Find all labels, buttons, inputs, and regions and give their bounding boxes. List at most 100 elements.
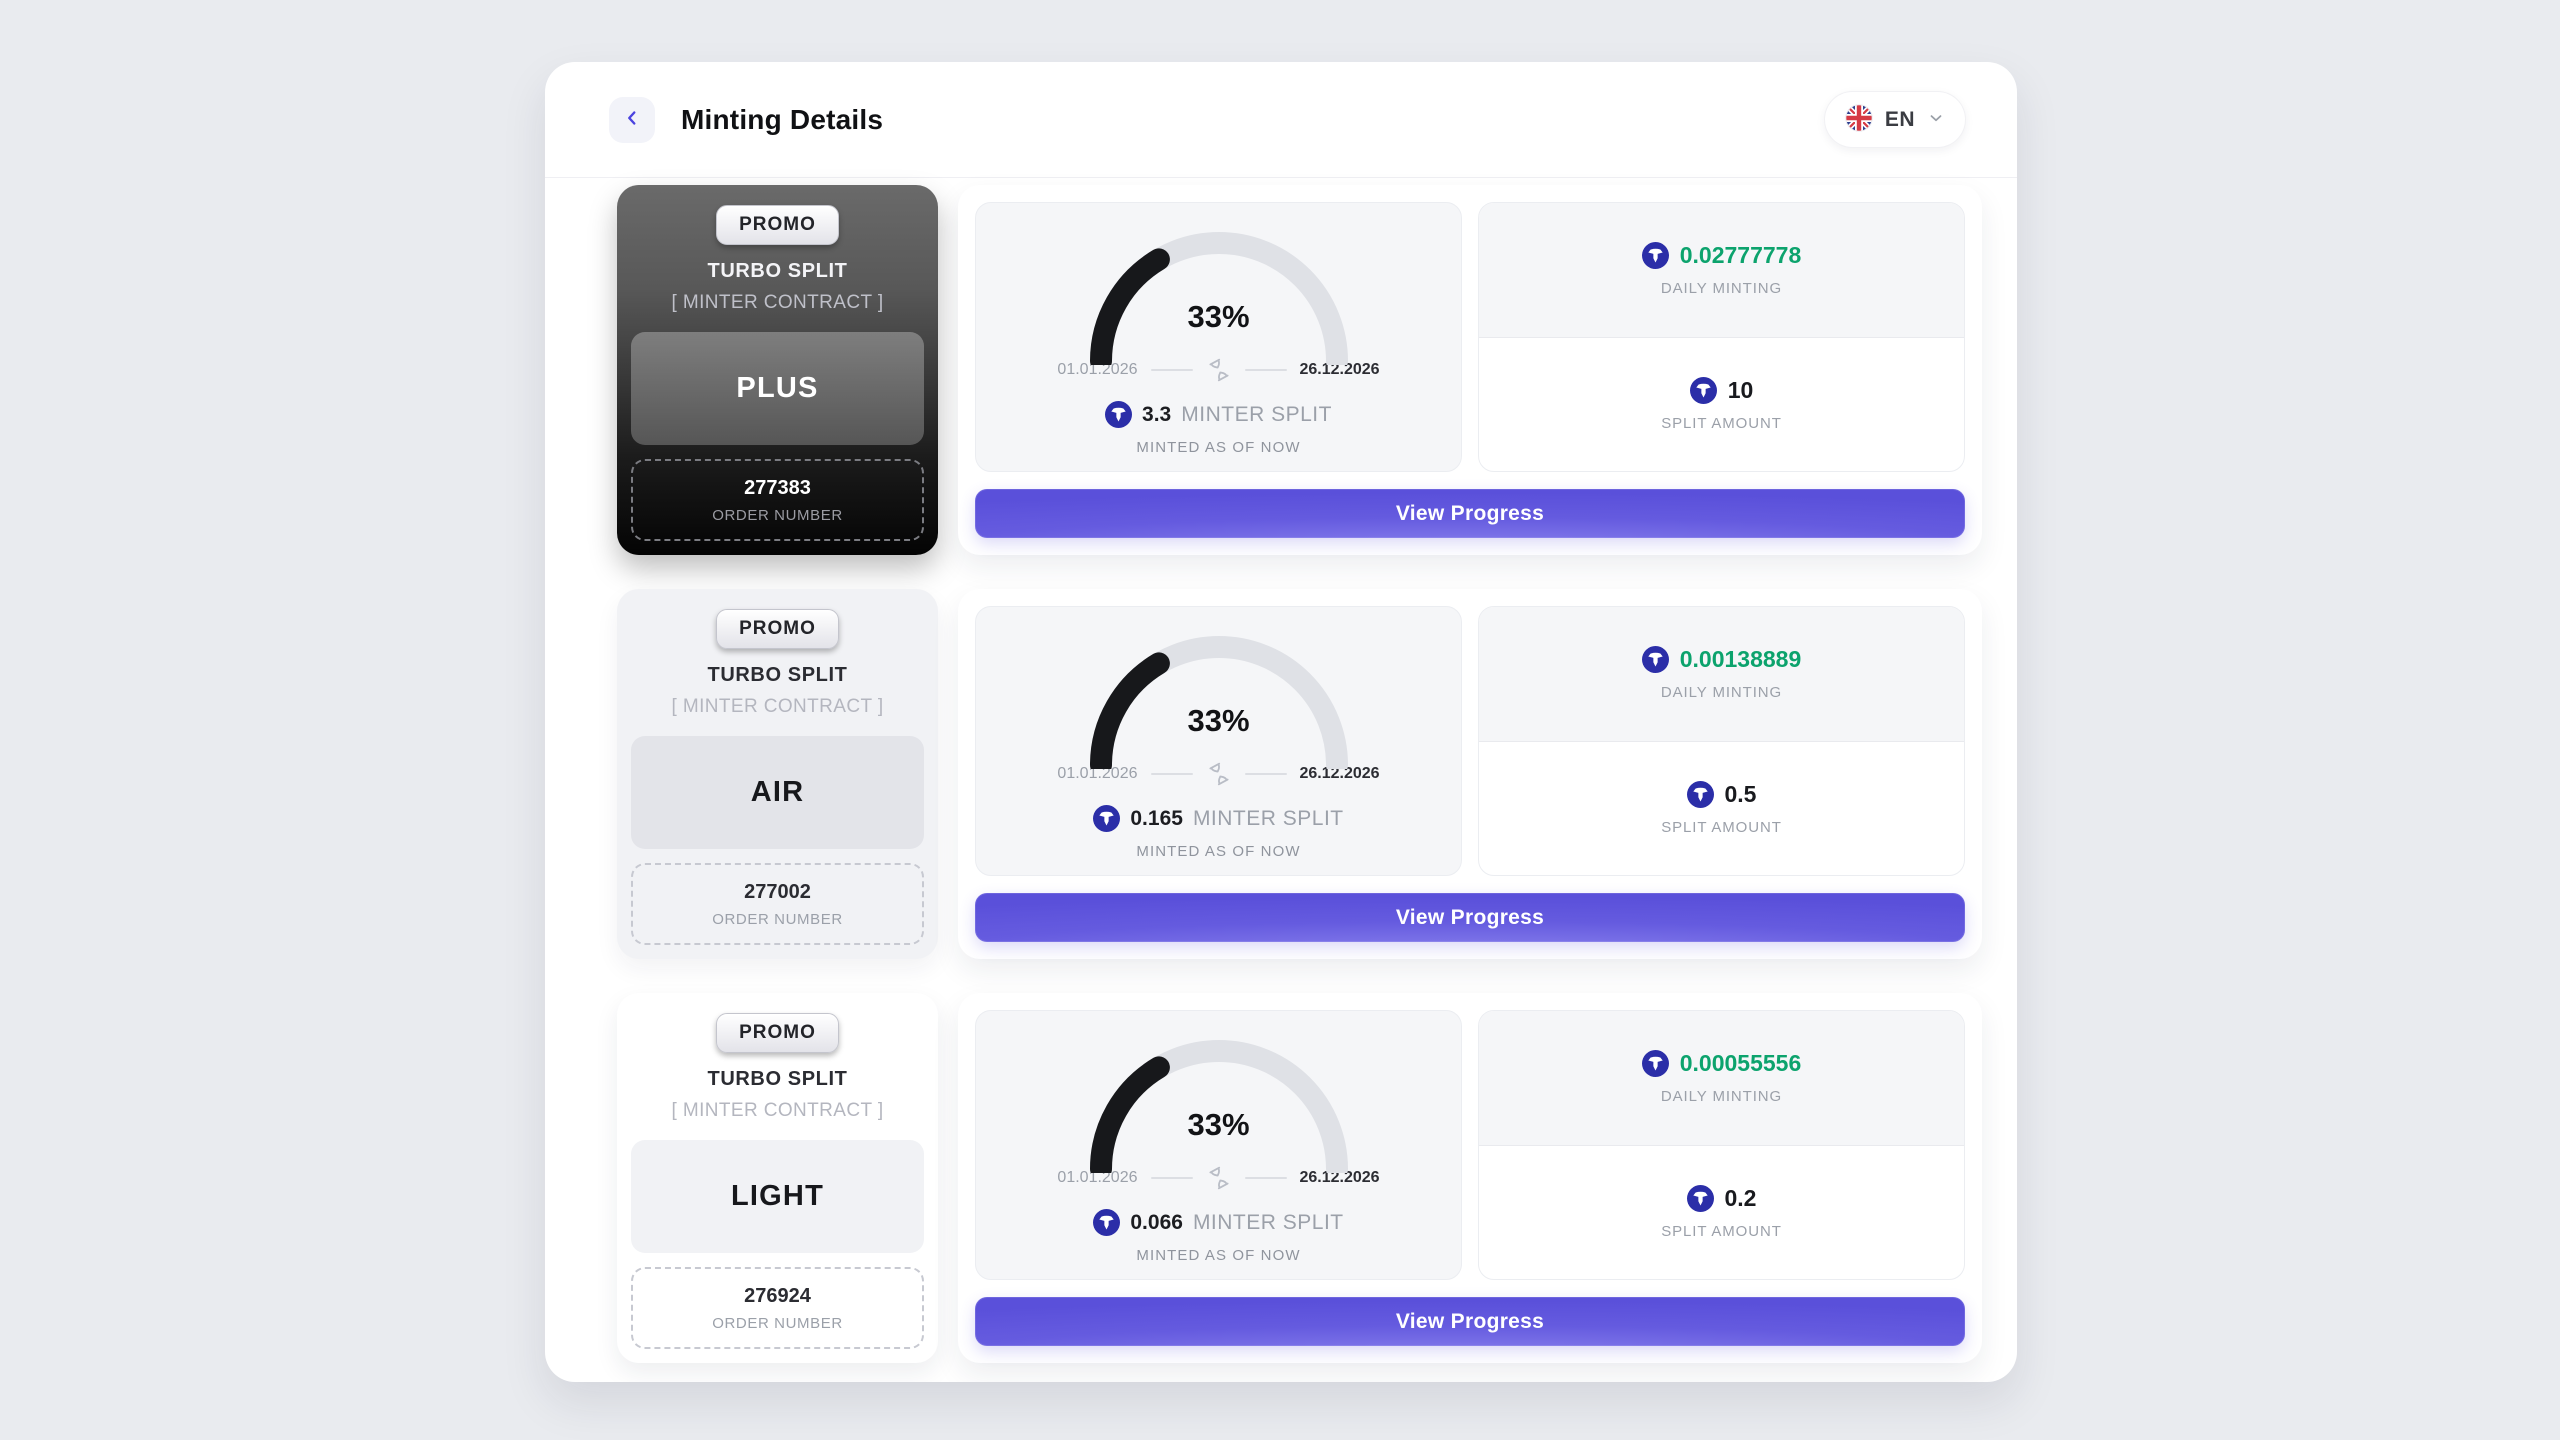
daily-minting-value: 0.02777778 (1679, 242, 1802, 269)
product-title: TURBO SPLIT (707, 260, 848, 282)
product-title: TURBO SPLIT (707, 1068, 848, 1090)
minter-split-value: 0.165 (1130, 806, 1183, 830)
minting-list: PROMO TURBO SPLIT [ MINTER CONTRACT ] PL… (545, 177, 2017, 1363)
contract-subtitle: [ MINTER CONTRACT ] (671, 1100, 884, 1121)
tier-card: PROMO TURBO SPLIT [ MINTER CONTRACT ] PL… (617, 185, 938, 555)
minter-split-row: 3.3 MINTER SPLIT (1105, 401, 1332, 428)
order-number: 277383 (744, 476, 811, 499)
minting-row: PROMO TURBO SPLIT [ MINTER CONTRACT ] LI… (617, 993, 2017, 1363)
details-card: 33% 01.01.2026 26.12.2026 0.066 (958, 993, 1982, 1363)
metrics-row: 33% 01.01.2026 26.12.2026 3.3 MI (975, 202, 1965, 472)
divider-dash (1150, 1177, 1193, 1179)
token-icon (1093, 805, 1121, 832)
metrics-row: 33% 01.01.2026 26.12.2026 0.165 (975, 606, 1965, 876)
contract-subtitle: [ MINTER CONTRACT ] (671, 292, 884, 313)
split-amount-label: SPLIT AMOUNT (1661, 1222, 1782, 1240)
split-amount-label: SPLIT AMOUNT (1661, 414, 1782, 432)
split-amount-value: 0.2 (1724, 1184, 1757, 1211)
minter-split-label: MINTER SPLIT (1192, 1210, 1344, 1234)
start-date: 01.01.2026 (1057, 765, 1138, 782)
amounts-card: 0.00138889 DAILY MINTING 0.5 SPLIT AMOUN… (1478, 606, 1965, 876)
order-number-label: ORDER NUMBER (712, 506, 843, 524)
split-amount-label: SPLIT AMOUNT (1661, 818, 1782, 836)
progress-gauge: 33% (1069, 619, 1369, 769)
start-date: 01.01.2026 (1057, 1169, 1138, 1186)
main-panel: Minting Details EN (545, 62, 2017, 1382)
date-range: 01.01.2026 26.12.2026 (1057, 357, 1380, 383)
divider-dash (1244, 773, 1287, 775)
daily-minting-section: 0.02777778 DAILY MINTING (1479, 203, 1964, 338)
split-amount-section: 10 SPLIT AMOUNT (1479, 338, 1964, 472)
hourglass-icon (1201, 1160, 1236, 1195)
gauge-arc (1069, 215, 1369, 365)
view-progress-button[interactable]: View Progress (975, 893, 1965, 942)
language-code: EN (1884, 107, 1915, 131)
amounts-card: 0.02777778 DAILY MINTING 10 SPLIT AMOUNT (1478, 202, 1965, 472)
view-progress-button[interactable]: View Progress (975, 489, 1965, 538)
divider-dash (1244, 369, 1287, 371)
minted-as-of-note: MINTED AS OF NOW (1136, 843, 1301, 860)
language-selector[interactable]: EN (1824, 92, 1965, 147)
hourglass-icon (1201, 756, 1236, 791)
progress-percent: 33% (1187, 299, 1250, 334)
order-number: 276924 (744, 1284, 811, 1307)
minted-as-of-note: MINTED AS OF NOW (1136, 1247, 1301, 1264)
token-icon (1686, 1184, 1714, 1212)
daily-minting-label: DAILY MINTING (1660, 1088, 1783, 1106)
promo-badge: PROMO (716, 205, 839, 245)
details-card: 33% 01.01.2026 26.12.2026 3.3 MI (958, 185, 1982, 555)
split-amount-section: 0.2 SPLIT AMOUNT (1479, 1146, 1964, 1280)
token-icon (1689, 376, 1717, 404)
details-card: 33% 01.01.2026 26.12.2026 0.165 (958, 589, 1982, 959)
daily-minting-section: 0.00138889 DAILY MINTING (1479, 607, 1964, 742)
divider-dash (1150, 773, 1193, 775)
order-number-box: 277383 ORDER NUMBER (631, 459, 924, 541)
progress-gauge: 33% (1069, 215, 1369, 365)
split-amount-section: 0.5 SPLIT AMOUNT (1479, 742, 1964, 876)
gauge-arc (1069, 1023, 1369, 1173)
date-range: 01.01.2026 26.12.2026 (1057, 1165, 1380, 1191)
minter-split-value: 3.3 (1142, 402, 1172, 426)
minting-row: PROMO TURBO SPLIT [ MINTER CONTRACT ] PL… (617, 185, 2017, 555)
progress-gauge: 33% (1069, 1023, 1369, 1173)
tier-card: PROMO TURBO SPLIT [ MINTER CONTRACT ] AI… (617, 589, 938, 959)
token-icon (1641, 646, 1669, 674)
token-icon (1686, 780, 1714, 808)
token-icon (1093, 1209, 1121, 1236)
token-icon (1641, 1050, 1669, 1078)
order-number-label: ORDER NUMBER (712, 1314, 843, 1332)
token-icon (1105, 401, 1133, 428)
start-date: 01.01.2026 (1057, 361, 1138, 378)
progress-card: 33% 01.01.2026 26.12.2026 3.3 MI (975, 202, 1462, 472)
promo-badge: PROMO (716, 1013, 839, 1053)
order-number: 277002 (744, 880, 811, 903)
minter-split-row: 0.066 MINTER SPLIT (1093, 1209, 1343, 1236)
daily-minting-label: DAILY MINTING (1660, 684, 1783, 702)
promo-badge: PROMO (716, 609, 839, 649)
hourglass-icon (1201, 352, 1236, 387)
minter-split-row: 0.165 MINTER SPLIT (1093, 805, 1343, 832)
uk-flag-icon (1845, 104, 1873, 135)
progress-card: 33% 01.01.2026 26.12.2026 0.165 (975, 606, 1462, 876)
tier-name: LIGHT (631, 1140, 924, 1253)
daily-minting-label: DAILY MINTING (1660, 280, 1783, 298)
chevron-left-icon (621, 107, 643, 132)
split-amount-value: 0.5 (1724, 780, 1757, 807)
amounts-card: 0.00055556 DAILY MINTING 0.2 SPLIT AMOUN… (1478, 1010, 1965, 1280)
tier-name: PLUS (631, 332, 924, 445)
order-number-box: 276924 ORDER NUMBER (631, 1267, 924, 1349)
page-header: Minting Details EN (545, 62, 2017, 177)
minting-row: PROMO TURBO SPLIT [ MINTER CONTRACT ] AI… (617, 589, 2017, 959)
back-button[interactable] (609, 96, 655, 143)
progress-percent: 33% (1187, 1107, 1250, 1142)
contract-subtitle: [ MINTER CONTRACT ] (671, 696, 884, 717)
gauge-arc (1069, 619, 1369, 769)
divider-dash (1150, 369, 1193, 371)
tier-card: PROMO TURBO SPLIT [ MINTER CONTRACT ] LI… (617, 993, 938, 1363)
progress-card: 33% 01.01.2026 26.12.2026 0.066 (975, 1010, 1462, 1280)
view-progress-button[interactable]: View Progress (975, 1297, 1965, 1346)
date-range: 01.01.2026 26.12.2026 (1057, 761, 1380, 787)
token-icon (1641, 242, 1669, 270)
daily-minting-value: 0.00055556 (1679, 1050, 1802, 1077)
order-number-box: 277002 ORDER NUMBER (631, 863, 924, 945)
